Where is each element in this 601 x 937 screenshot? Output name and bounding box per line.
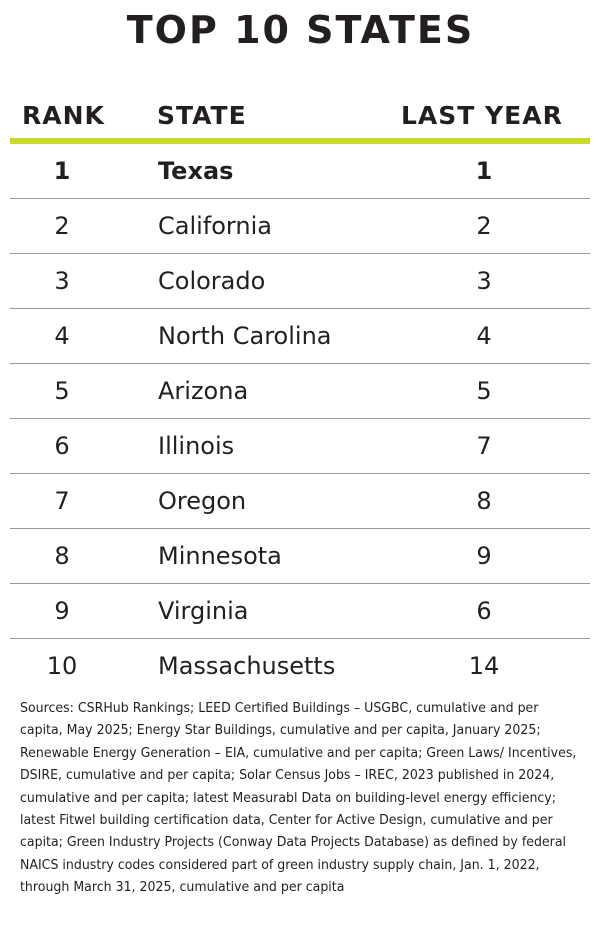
page-title: TOP 10 STATES: [126, 8, 475, 52]
rank-cell: 6: [54, 432, 70, 460]
state-cell: California: [158, 212, 272, 240]
state-cell: Oregon: [158, 487, 247, 515]
table-row: 5 Arizona 5: [10, 364, 590, 419]
column-header-state: STATE: [157, 101, 247, 130]
rank-cell: 2: [54, 212, 70, 240]
table-row: 3 Colorado 3: [10, 254, 590, 309]
rank-cell: 8: [54, 542, 70, 570]
state-cell: Arizona: [158, 377, 249, 405]
table-row: 7 Oregon 8: [10, 474, 590, 529]
state-cell: Colorado: [158, 267, 266, 295]
last-year-cell: 9: [476, 542, 492, 570]
last-year-cell: 2: [476, 212, 492, 240]
last-year-cell: 5: [476, 377, 492, 405]
rank-cell: 9: [54, 597, 70, 625]
table-row: 1 Texas 1: [10, 144, 590, 199]
rankings-table: 1 Texas 1 2 California 2 3 Colorado 3 4 …: [10, 144, 590, 694]
state-cell: Illinois: [158, 432, 235, 460]
table-row: 4 North Carolina 4: [10, 309, 590, 364]
table-row: 6 Illinois 7: [10, 419, 590, 474]
state-cell: Massachusetts: [158, 652, 336, 680]
table-row: 2 California 2: [10, 199, 590, 254]
rank-cell: 10: [46, 652, 78, 680]
rank-cell: 4: [54, 322, 70, 350]
table-row: 8 Minnesota 9: [10, 529, 590, 584]
state-cell: Virginia: [158, 597, 249, 625]
last-year-cell: 7: [476, 432, 492, 460]
state-cell: Minnesota: [158, 542, 282, 570]
rank-cell: 3: [54, 267, 70, 295]
rank-cell: 5: [54, 377, 70, 405]
last-year-cell: 8: [476, 487, 492, 515]
rank-cell: 7: [54, 487, 70, 515]
last-year-cell: 3: [476, 267, 492, 295]
last-year-cell: 14: [468, 652, 500, 680]
column-header-last-year: LAST YEAR: [401, 101, 563, 130]
last-year-cell: 4: [476, 322, 492, 350]
state-cell: North Carolina: [158, 322, 332, 350]
column-header-rank: RANK: [22, 101, 105, 130]
table-header: RANK STATE LAST YEAR: [0, 98, 601, 134]
sources-footnote: Sources: CSRHub Rankings; LEED Certified…: [20, 700, 577, 896]
last-year-cell: 1: [475, 157, 493, 185]
table-row: 9 Virginia 6: [10, 584, 590, 639]
table-row: 10 Massachusetts 14: [10, 639, 590, 694]
rank-cell: 1: [53, 157, 71, 185]
last-year-cell: 6: [476, 597, 492, 625]
header-accent-rule: [10, 138, 590, 144]
state-cell: Texas: [158, 157, 234, 185]
